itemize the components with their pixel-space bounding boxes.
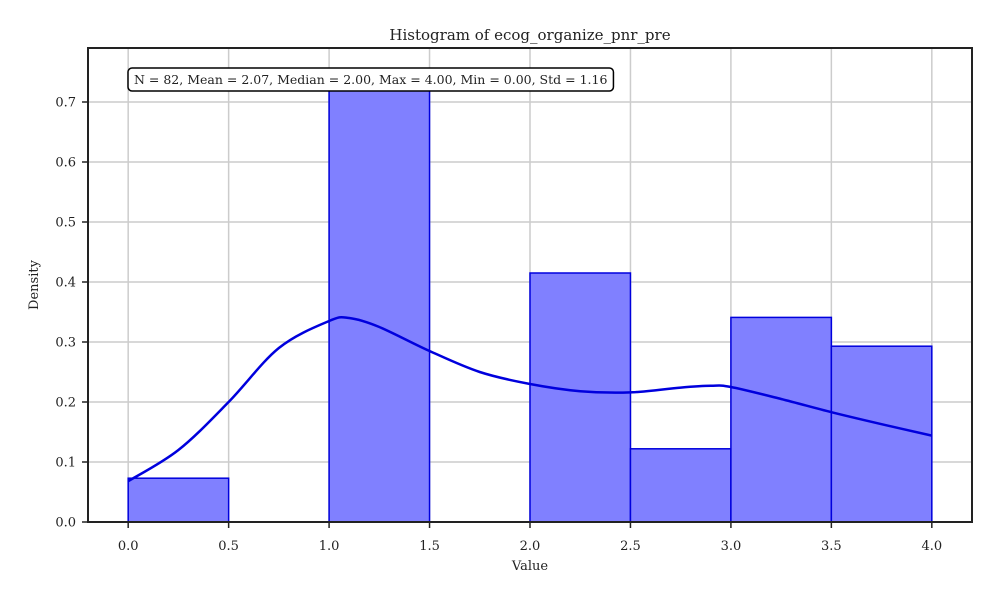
x-tick-label: 1.5 xyxy=(419,539,440,554)
kde-curve xyxy=(127,315,933,483)
kde-curve-group xyxy=(127,315,933,483)
x-tick-label: 0.0 xyxy=(118,539,139,554)
histogram-bar xyxy=(328,82,431,523)
y-tick-label: 0.5 xyxy=(55,216,76,231)
x-tick-label: 3.0 xyxy=(721,539,742,554)
y-tick-label: 0.3 xyxy=(55,336,76,351)
x-axis-label: Value xyxy=(511,559,548,574)
y-tick-label: 0.6 xyxy=(55,156,76,171)
x-tick-label: 4.0 xyxy=(921,539,942,554)
y-tick-label: 0.2 xyxy=(55,396,76,411)
y-axis-label: Density xyxy=(27,259,42,310)
histogram-bar xyxy=(830,345,933,523)
histogram-bar xyxy=(127,477,230,523)
histogram-bars xyxy=(127,82,933,523)
histogram-bar xyxy=(730,316,833,523)
chart-title: Histogram of ecog_organize_pnr_pre xyxy=(389,26,670,44)
x-tick-label: 3.5 xyxy=(821,539,842,554)
y-tick-label: 0.0 xyxy=(55,516,76,531)
stats-annotation: N = 82, Mean = 2.07, Median = 2.00, Max … xyxy=(127,67,615,92)
y-tick-label: 0.1 xyxy=(55,456,76,471)
x-tick-label: 2.5 xyxy=(620,539,641,554)
stats-annotation-box xyxy=(127,67,615,92)
y-tick-label: 0.4 xyxy=(55,276,76,291)
stats-annotation-text: N = 82, Mean = 2.07, Median = 2.00, Max … xyxy=(134,72,607,87)
x-tick-label: 1.0 xyxy=(319,539,340,554)
y-tick-label: 0.7 xyxy=(55,96,76,111)
x-tick-label: 0.5 xyxy=(218,539,239,554)
axis-ticks: 0.0 0.5 1.0 1.5 2.0 2.5 3.0 3.5 4.0 0.0 0.1 0.2 0.3 0… xyxy=(55,96,942,555)
histogram-bar xyxy=(529,272,632,523)
histogram-bar xyxy=(629,448,732,523)
x-tick-label: 2.0 xyxy=(520,539,541,554)
